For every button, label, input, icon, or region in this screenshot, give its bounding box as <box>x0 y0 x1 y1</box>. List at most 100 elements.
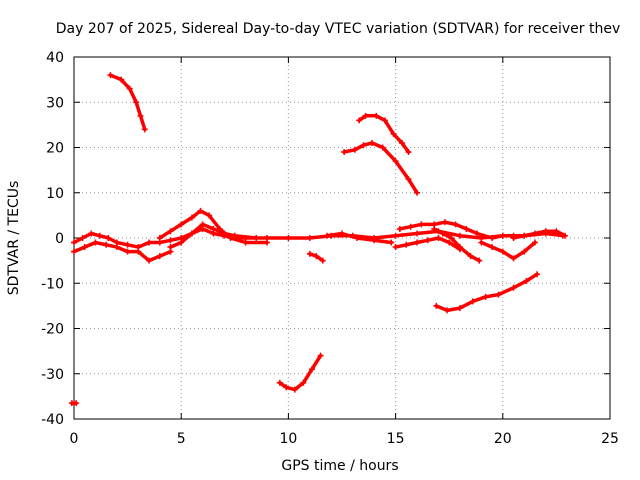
data-point <box>521 232 528 239</box>
data-point <box>414 239 421 246</box>
data-point <box>96 232 103 239</box>
data-point <box>456 232 463 239</box>
data-point <box>392 232 399 239</box>
data-point <box>253 235 260 241</box>
data-point <box>489 244 496 251</box>
grid-lines <box>74 57 610 419</box>
y-tick-label: 20 <box>46 141 64 157</box>
data-point <box>433 302 440 309</box>
data-point <box>390 130 397 137</box>
data-point <box>135 248 142 255</box>
data-point <box>531 239 538 246</box>
data-point <box>373 112 380 119</box>
data-point <box>71 239 77 246</box>
data-point <box>403 241 410 248</box>
data-point <box>206 212 213 219</box>
y-tick-label: -20 <box>41 322 64 338</box>
data-point <box>521 248 528 255</box>
series-arc-5 <box>434 272 539 313</box>
data-point <box>178 221 185 228</box>
data-point <box>323 232 330 239</box>
data-point <box>79 235 86 241</box>
data-point <box>407 223 414 230</box>
data-point <box>188 230 195 237</box>
data-point <box>356 117 363 124</box>
series-arc-7 <box>72 240 173 263</box>
data-point <box>146 239 153 246</box>
data-point <box>523 277 530 284</box>
x-axis-label: GPS time / hours <box>281 458 398 474</box>
series-arc-1 <box>108 73 147 132</box>
data-point <box>341 149 348 156</box>
data-point <box>124 241 131 248</box>
data-point <box>510 255 517 262</box>
data-point <box>388 239 395 246</box>
data-point <box>499 232 506 239</box>
data-point <box>300 379 307 386</box>
data-point <box>354 235 361 241</box>
data-point <box>478 239 485 246</box>
x-tick-label: 20 <box>494 431 512 447</box>
data-point <box>81 244 88 251</box>
data-point <box>371 237 378 244</box>
data-point <box>107 72 114 79</box>
data-point <box>467 253 474 260</box>
data-point <box>360 142 367 149</box>
data-point <box>221 230 228 237</box>
data-point <box>399 139 406 146</box>
data-point <box>306 250 313 257</box>
data-point <box>188 214 195 221</box>
x-axis: 0 5 10 15 20 25 <box>70 57 619 447</box>
data-point <box>276 379 283 386</box>
data-point <box>141 126 148 133</box>
data-point <box>146 257 153 264</box>
data-point <box>137 112 144 119</box>
data-point <box>418 221 425 228</box>
data-point <box>469 298 476 305</box>
y-tick-label: 40 <box>46 50 64 66</box>
data-point <box>319 257 326 264</box>
data-point <box>392 158 399 165</box>
data-point <box>499 248 506 255</box>
data-point <box>482 293 489 300</box>
data-point <box>510 284 517 291</box>
data-point <box>369 139 376 146</box>
data-point <box>313 253 320 260</box>
series-arc-4 <box>278 353 323 392</box>
data-point <box>178 239 185 246</box>
data-point <box>456 246 463 253</box>
data-point <box>405 149 412 156</box>
y-tick-label: -10 <box>41 276 64 292</box>
data-point <box>446 239 453 246</box>
data-point <box>435 235 442 241</box>
data-point <box>126 85 133 92</box>
data-point <box>118 76 125 83</box>
data-point <box>317 352 324 359</box>
data-point <box>439 230 446 237</box>
y-tick-label: -40 <box>41 412 64 428</box>
x-tick-label: 5 <box>177 431 186 447</box>
y-tick-label: -30 <box>41 367 64 383</box>
data-point <box>441 219 448 226</box>
data-point <box>381 117 388 124</box>
data-point <box>414 230 421 237</box>
data-point <box>431 225 438 232</box>
data-point <box>463 225 470 232</box>
data-point <box>405 176 412 183</box>
data-point <box>285 235 292 241</box>
data-point <box>113 244 120 251</box>
data-point <box>291 386 298 393</box>
data-point <box>448 235 455 241</box>
data-point <box>199 221 206 228</box>
data-point <box>71 248 77 255</box>
data-point <box>531 230 538 237</box>
y-axis-label: SDTVAR / TECUs <box>6 181 22 296</box>
data-point <box>414 189 421 196</box>
chart-title: Day 207 of 2025, Sidereal Day-to-day VTE… <box>56 21 620 37</box>
x-tick-label: 25 <box>601 431 619 447</box>
x-tick-label: 0 <box>70 431 79 447</box>
data-point <box>242 239 249 246</box>
series-arc-14 <box>479 240 537 261</box>
data-point <box>124 248 131 255</box>
x-tick-label: 10 <box>279 431 297 447</box>
